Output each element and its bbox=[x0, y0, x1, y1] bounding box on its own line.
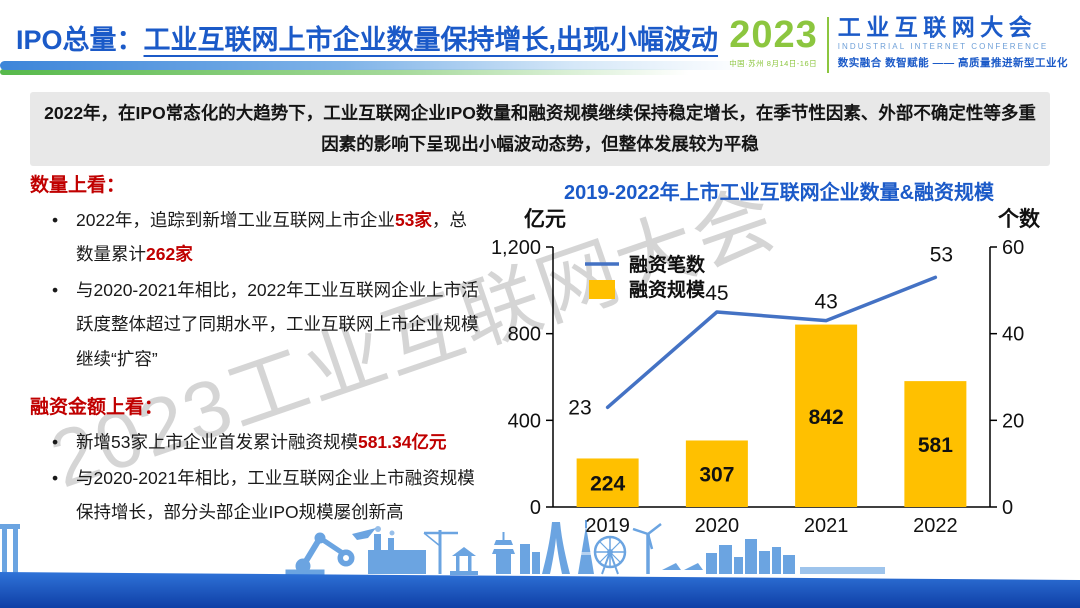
arch-tower-icon bbox=[542, 522, 570, 574]
left-axis-tick-label: 400 bbox=[508, 410, 541, 432]
ferris-wheel-icon bbox=[593, 535, 627, 575]
bar-value-label: 224 bbox=[590, 473, 625, 496]
left-axis-tick-label: 800 bbox=[508, 324, 541, 346]
robot-arm-icon bbox=[285, 532, 355, 576]
buildings-icon bbox=[706, 539, 795, 574]
right-axis-tick-label: 40 bbox=[1002, 324, 1024, 346]
logo-conference-name: 工业互联网大会 bbox=[837, 14, 1038, 40]
building-icon bbox=[520, 544, 530, 574]
chart-canvas: 0 400 800 1,200 0 20 40 60 亿元 个数 2019 2020 2021 2022 2… bbox=[491, 207, 1041, 537]
legend-bar-swatch bbox=[589, 280, 615, 299]
bullet-text: 2022年，追踪到新增工业互联网上市企业 bbox=[76, 210, 395, 230]
factory-icon bbox=[368, 526, 426, 574]
chart-title: 2019-2022年上市工业互联网企业数量&融资规模 bbox=[563, 182, 995, 204]
logo-name-block: 工业互联网大会 INDUSTRIAL INTERNET CONFERENCE 数… bbox=[838, 16, 1068, 70]
bar-value-label: 842 bbox=[809, 406, 844, 429]
bullet-highlight: 53家 bbox=[394, 210, 432, 230]
airplane-icon bbox=[352, 528, 376, 540]
bar-2020 bbox=[685, 440, 748, 507]
section-heading-quantity: 数量上看： bbox=[30, 175, 126, 196]
bullet-list-funding: 新增53家上市企业首发累计融资规模581.34亿元 与2020-2021年相比，… bbox=[30, 425, 482, 529]
left-axis-unit-label: 亿元 bbox=[524, 207, 566, 231]
summary-banner: 2022年，在IPO常态化的大趋势下，工业互联网企业IPO数量和融资规模继续保持… bbox=[30, 92, 1050, 166]
section-heading-funding: 融资金额上看： bbox=[30, 396, 164, 418]
logo-year: 2023 bbox=[729, 14, 818, 56]
page-title: IPO总量：工业互联网上市企业数量保持增长,出现小幅波动 bbox=[16, 18, 718, 57]
bar-value-label: 307 bbox=[699, 464, 734, 487]
category-label: 2020 bbox=[695, 515, 740, 532]
bullet-text: 新增53家上市企业首发累计融资规模 bbox=[76, 431, 358, 452]
bullet-list-quantity: 2022年，追踪到新增工业互联网上市企业53家，总数量累计262家 与2020-… bbox=[30, 203, 482, 376]
logo-divider bbox=[826, 17, 829, 73]
solar-panel-icon bbox=[662, 563, 703, 570]
left-axis-tick-label: 1,200 bbox=[491, 237, 541, 259]
bullet-item: 与2020-2021年相比，2022年工业互联网企业上市活跃度整体超过了同期水平… bbox=[30, 273, 482, 375]
distant-skyline bbox=[800, 567, 885, 574]
logo-conference-name-en: INDUSTRIAL INTERNET CONFERENCE bbox=[837, 42, 1049, 51]
left-text-panel: 数量上看： 2022年，追踪到新增工业互联网上市企业53家，总数量累计262家 … bbox=[30, 170, 482, 531]
pavilion-icon bbox=[450, 547, 478, 575]
bar-2021 bbox=[795, 324, 858, 507]
left-axis-tick-label: 0 bbox=[530, 497, 541, 519]
line-value-label: 23 bbox=[568, 396, 591, 419]
category-label: 2022 bbox=[913, 515, 958, 532]
right-axis-tick-label: 20 bbox=[1002, 410, 1024, 432]
bar-value-label: 581 bbox=[918, 434, 953, 457]
legend-label-line: 融资笔数 bbox=[629, 253, 706, 276]
conference-logo: 2023 中国·苏州 8月14日-16日 工业互联网大会 INDUSTRIAL … bbox=[729, 16, 1068, 73]
building-icon bbox=[532, 552, 540, 574]
bar-2022 bbox=[904, 381, 967, 507]
combo-chart: 0 400 800 1,200 0 20 40 60 亿元 个数 2019 2020 2021 2022 2… bbox=[490, 202, 1070, 537]
legend-label-bar: 融资规模 bbox=[629, 278, 706, 301]
logo-venue-date: 中国·苏州 8月14日-16日 bbox=[729, 59, 818, 68]
line-value-label: 43 bbox=[814, 291, 837, 314]
bullet-item: 2022年，追踪到新增工业互联网上市企业53家，总数量累计262家 bbox=[30, 203, 482, 271]
header-divider-green bbox=[0, 69, 725, 75]
category-label: 2021 bbox=[804, 515, 849, 532]
line-value-label: 45 bbox=[705, 282, 728, 305]
header-divider-blue bbox=[0, 61, 765, 70]
bullet-text: 与2020-2021年相比，工业互联网企业上市融资规模保持增长，部分头部企业IP… bbox=[76, 467, 475, 522]
tower-icon bbox=[578, 520, 594, 574]
cityscape-illustration bbox=[0, 520, 1080, 608]
bullet-item: 新增53家上市企业首发累计融资规模581.34亿元 bbox=[30, 425, 482, 459]
pagoda-icon bbox=[492, 532, 515, 574]
line-value-label: 53 bbox=[930, 243, 953, 266]
page-title-main: 工业互联网上市企业数量保持增长,出现小幅波动 bbox=[143, 25, 719, 55]
logo-year-block: 2023 中国·苏州 8月14日-16日 bbox=[729, 16, 818, 69]
trend-line bbox=[605, 275, 938, 410]
bullet-highlight: 581.34亿元 bbox=[357, 431, 447, 452]
bullet-highlight: 262家 bbox=[146, 244, 193, 265]
gate-icon bbox=[0, 524, 20, 574]
page-title-prefix: IPO总量： bbox=[16, 25, 144, 55]
summary-text: 2022年，在IPO常态化的大趋势下，工业互联网企业IPO数量和融资规模继续保持… bbox=[44, 103, 1036, 154]
bullet-text: 与2020-2021年相比，2022年工业互联网企业上市活跃度整体超过了同期水平… bbox=[76, 280, 479, 369]
water-band bbox=[0, 572, 1080, 608]
category-label: 2019 bbox=[585, 515, 630, 532]
logo-tagline: 数实融合 数智赋能 —— 高质量推进新型工业化 bbox=[837, 57, 1068, 69]
right-axis-tick-label: 60 bbox=[1002, 237, 1024, 259]
right-axis-unit-label: 个数 bbox=[998, 208, 1041, 231]
bullet-text: ，总数量累计 bbox=[76, 210, 467, 265]
bar-2019 bbox=[576, 458, 639, 507]
right-axis-tick-label: 0 bbox=[1002, 497, 1013, 519]
crane-icon bbox=[423, 530, 458, 574]
bullet-item: 与2020-2021年相比，工业互联网企业上市融资规模保持增长，部分头部企业IP… bbox=[30, 461, 482, 529]
wind-turbine-icon bbox=[632, 523, 662, 574]
